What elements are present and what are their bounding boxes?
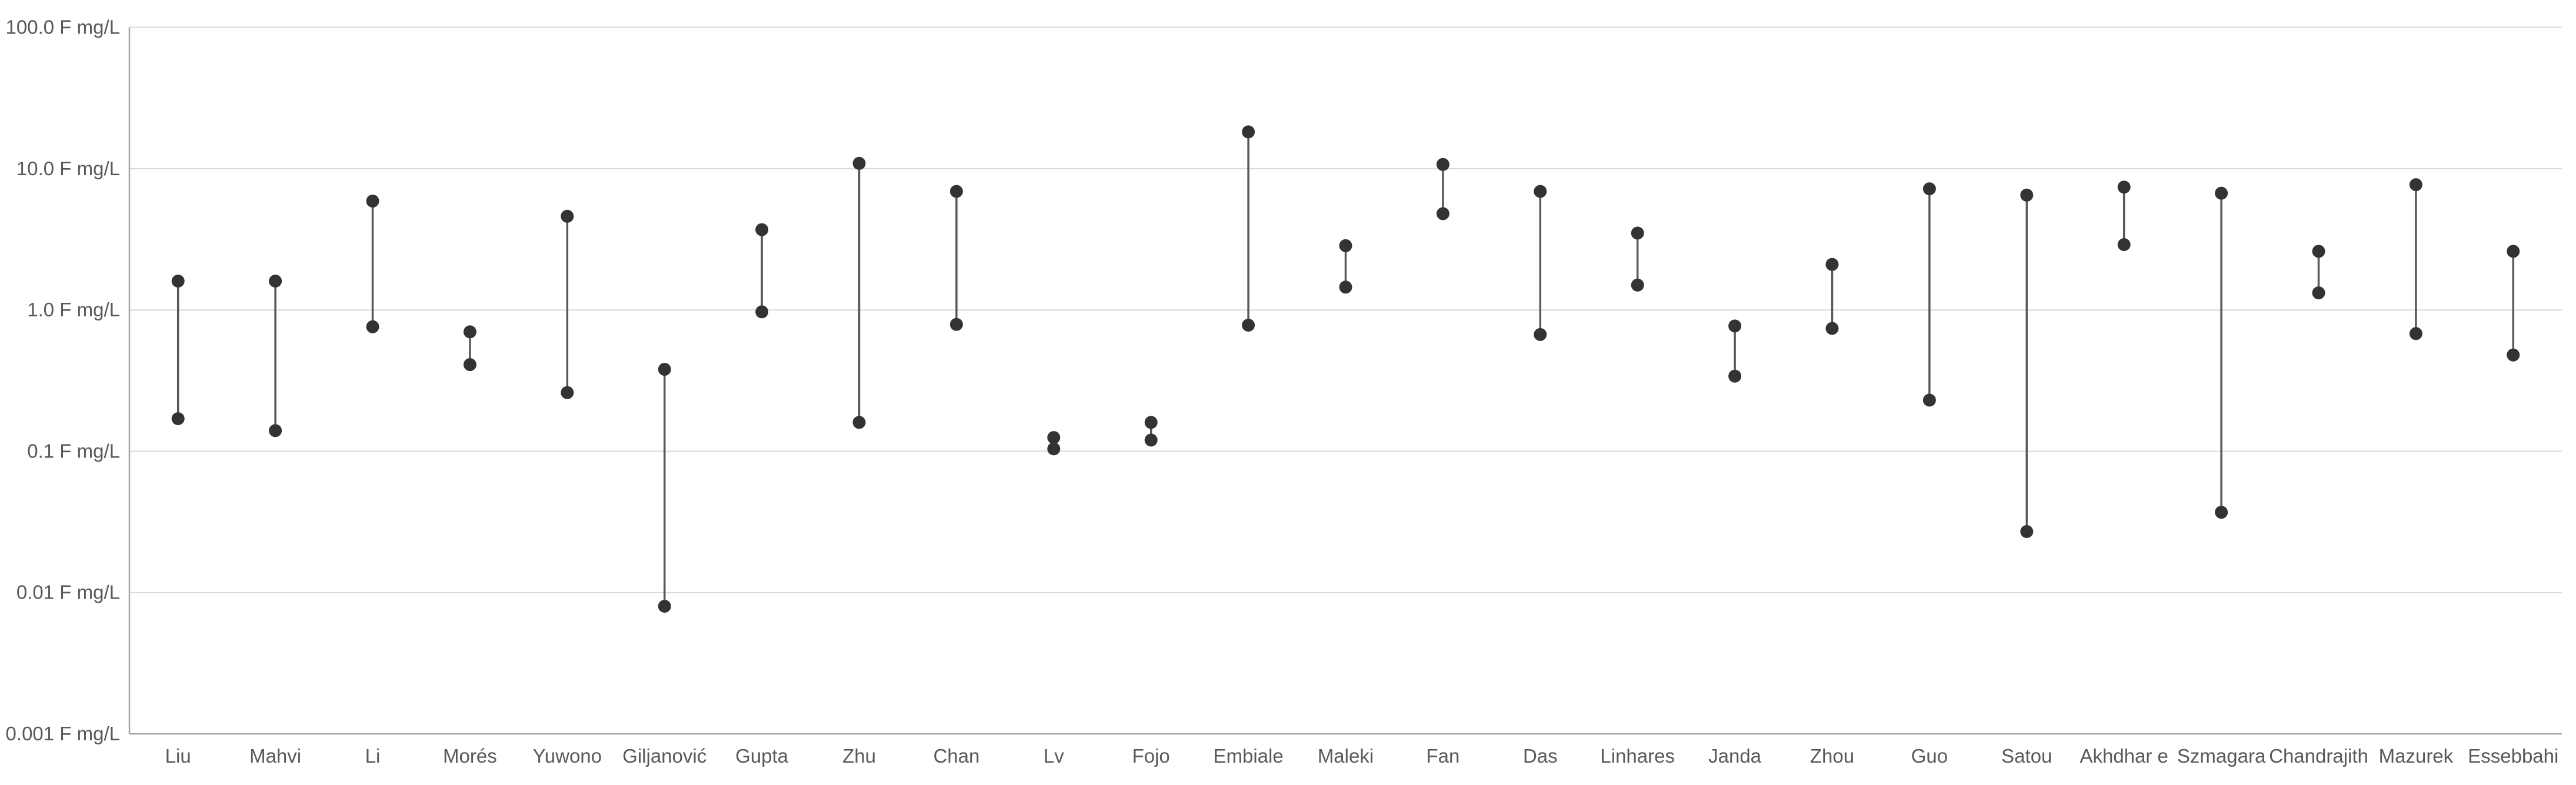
x-axis-category-label: Embiale [1213,745,1283,767]
data-point-low [463,358,476,372]
x-axis-category-label: Chandrajith [2269,745,2368,767]
y-axis-tick-label: 0.1 F mg/L [27,440,120,462]
data-point-low [1242,319,1255,332]
y-axis-tick-label: 100.0 F mg/L [6,16,120,38]
x-axis-category-label: Essebbahi [2468,745,2558,767]
data-point-high [755,223,769,236]
data-point-low [1728,369,1742,383]
x-axis-category-label: Maleki [1318,745,1374,767]
x-axis-category-label: Fan [1426,745,1459,767]
x-axis-category-label: Szmagara [2177,745,2266,767]
x-axis-category-label: Liu [165,745,191,767]
y-axis-tick-label: 0.01 F mg/L [16,582,120,603]
data-point-high [269,275,282,288]
data-point-high [852,156,866,170]
data-point-high [2409,178,2422,192]
data-point-high [2507,245,2520,258]
data-point-low [1047,442,1061,456]
data-point-high [1242,125,1255,139]
data-point-high [2117,181,2131,194]
data-point-high [1728,319,1742,333]
data-point-high [561,209,574,223]
x-axis-category-label: Gupta [735,745,789,767]
data-point-high [171,275,185,288]
x-axis-category-label: Morés [443,745,497,767]
x-axis-category-label: Yuwono [533,745,602,767]
data-point-low [1436,207,1449,221]
data-point-high [2215,186,2228,200]
data-point-low [2312,286,2325,300]
x-axis-category-label: Janda [1708,745,1762,767]
x-axis-category-label: Zhu [842,745,876,767]
data-point-low [2117,238,2131,251]
data-point-high [1631,226,1644,240]
y-axis-tick-label: 10.0 F mg/L [16,158,120,179]
y-axis-tick-label: 1.0 F mg/L [27,299,120,320]
data-point-low [2507,348,2520,362]
x-axis-category-label: Lv [1044,745,1064,767]
data-point-low [2020,525,2034,538]
x-axis-category-label: Giljanović [622,745,707,767]
data-point-high [366,194,379,208]
data-point-low [755,305,769,319]
data-point-low [366,320,379,333]
data-point-high [1922,182,1936,196]
data-point-low [269,424,282,437]
data-point-low [1534,328,1547,341]
x-axis-category-label: Mazurek [2379,745,2454,767]
data-point-low [658,600,671,613]
data-point-low [1339,280,1352,294]
data-point-high [2312,245,2325,258]
data-point-low [1631,278,1644,292]
x-axis-category-label: Das [1523,745,1558,767]
x-axis-category-label: Guo [1911,745,1948,767]
data-point-high [463,325,476,339]
data-point-low [561,386,574,399]
data-point-low [2409,327,2422,340]
data-point-high [658,363,671,376]
data-point-low [1922,393,1936,407]
data-point-high [1825,258,1839,271]
x-axis-category-label: Satou [2001,745,2052,767]
x-axis-category-label: Li [365,745,381,767]
x-axis-category-label: Linhares [1600,745,1675,767]
data-point-high [1144,416,1158,429]
data-point-high [949,185,963,198]
data-point-low [1825,322,1839,335]
data-point-high [1436,158,1449,171]
data-point-low [1144,433,1158,447]
x-axis-category-label: Fojo [1132,745,1170,767]
data-point-low [171,412,185,425]
data-point-low [2215,506,2228,519]
data-point-high [2020,188,2034,202]
x-axis-category-label: Zhou [1810,745,1854,767]
x-axis-category-label: Chan [933,745,979,767]
x-axis-category-label: Mahvi [249,745,301,767]
data-point-low [852,416,866,429]
data-point-low [949,318,963,331]
x-axis-category-label: Akhdhar e [2080,745,2168,767]
data-point-high [1047,431,1061,445]
data-point-high [1534,185,1547,198]
y-axis-tick-label: 0.001 F mg/L [6,723,120,744]
data-point-high [1339,239,1352,252]
